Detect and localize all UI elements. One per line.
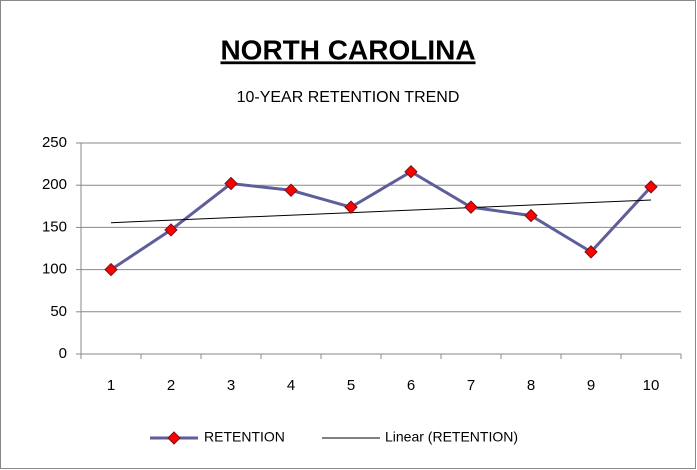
y-tick-label: 150: [42, 218, 67, 235]
point: [104, 262, 118, 277]
y-tick-label: 0: [59, 345, 67, 362]
series-line: [110, 169, 653, 271]
x-tick-label: 4: [287, 377, 295, 394]
legend-label: Linear (RETENTION): [385, 429, 518, 445]
x-tick-label: 8: [527, 377, 535, 394]
x-tick-label: 2: [167, 377, 175, 394]
legend-label: RETENTION: [204, 429, 285, 445]
x-tick-label: 10: [643, 377, 660, 394]
y-tick-label: 50: [50, 303, 67, 320]
chart-subtitle: 10-YEAR RETENTION TREND: [237, 89, 460, 106]
y-tick-label: 200: [42, 176, 67, 193]
chart-title: NORTH CAROLINA: [220, 34, 475, 65]
x-tick-label: 1: [107, 377, 115, 394]
point: [344, 200, 358, 214]
x-tick-label: 6: [407, 377, 415, 394]
legend-marker: [167, 431, 181, 445]
point: [284, 183, 298, 197]
point: [464, 200, 478, 214]
x-tick-label: 9: [587, 377, 595, 394]
point: [164, 223, 178, 237]
point: [584, 245, 598, 259]
trendline: [110, 199, 652, 224]
point: [644, 180, 658, 194]
point: [224, 176, 238, 191]
y-tick-label: 100: [42, 261, 67, 278]
point: [524, 208, 538, 223]
y-tick-label: 250: [42, 134, 67, 151]
x-tick-label: 3: [227, 377, 235, 394]
x-tick-label: 7: [467, 377, 475, 394]
x-tick-label: 5: [347, 377, 355, 394]
point: [404, 164, 418, 179]
